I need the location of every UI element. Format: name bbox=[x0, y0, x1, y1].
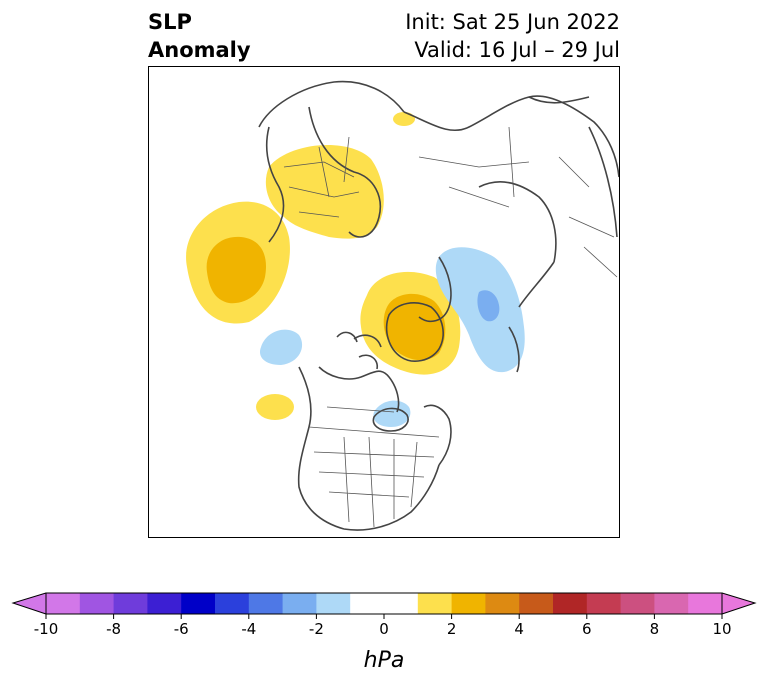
colorbar-bin bbox=[46, 593, 81, 614]
colorbar-tick-label: 6 bbox=[582, 620, 592, 638]
anomaly-greenland-high-inner bbox=[383, 293, 446, 361]
colorbar-bin bbox=[147, 593, 182, 614]
coast-kamchatka bbox=[508, 96, 618, 373]
colorbar-bins bbox=[46, 593, 723, 614]
colorbar-tick-label: 8 bbox=[650, 620, 660, 638]
coast-siberia bbox=[403, 95, 619, 308]
colorbar-tick-label: 4 bbox=[514, 620, 524, 638]
colorbar-tick-label: -6 bbox=[174, 620, 189, 638]
title-line-1: SLP bbox=[148, 10, 192, 34]
colorbar-tick-label: -4 bbox=[241, 620, 256, 638]
borders bbox=[283, 126, 618, 528]
colorbar-bin bbox=[688, 593, 723, 614]
colorbar-tick-label: -8 bbox=[106, 620, 121, 638]
coastlines bbox=[258, 80, 619, 531]
colorbar-bin bbox=[553, 593, 588, 614]
colorbar: -10 -8 -6 -4 -2 0 2 4 6 8 10 bbox=[11, 592, 757, 638]
anomaly-shading bbox=[186, 112, 525, 427]
colorbar-outline-low bbox=[11, 592, 47, 615]
border-europe bbox=[283, 136, 360, 218]
coast-north-america bbox=[297, 366, 452, 531]
anomaly-svalbard-high bbox=[393, 112, 415, 126]
colorbar-bin bbox=[79, 593, 115, 614]
anomaly-midatlantic-high bbox=[256, 394, 294, 420]
coast-arctic-archipelago bbox=[336, 331, 382, 370]
colorbar-bin bbox=[451, 593, 486, 614]
colorbar-outline-high bbox=[721, 592, 757, 615]
valid-date-range: Valid: 16 Jul – 29 Jul bbox=[414, 38, 620, 62]
title-line-2: Anomaly bbox=[148, 38, 251, 62]
init-date: Init: Sat 25 Jun 2022 bbox=[405, 10, 620, 34]
colorbar-bin bbox=[215, 593, 250, 614]
coast-greenland bbox=[385, 302, 444, 362]
coast-alaska bbox=[418, 256, 452, 323]
border-asia bbox=[418, 126, 618, 278]
colorbar-extend-high bbox=[722, 593, 755, 614]
coast-hudson-bay bbox=[372, 407, 409, 432]
anomaly-west-atlantic-low bbox=[259, 329, 303, 365]
coast-europe bbox=[258, 80, 405, 243]
colorbar-bin bbox=[350, 593, 419, 614]
colorbar-tick-label: 2 bbox=[447, 620, 457, 638]
map-title-right: Init: Sat 25 Jun 2022 Valid: 16 Jul – 29… bbox=[405, 8, 620, 64]
anomaly-europe-high bbox=[265, 145, 384, 239]
colorbar-bin bbox=[282, 593, 317, 614]
colorbar-tick-label: 10 bbox=[712, 620, 731, 638]
border-north-america bbox=[308, 406, 440, 528]
colorbar-bin bbox=[417, 593, 453, 614]
colorbar-bin bbox=[586, 593, 622, 614]
colorbar-bin bbox=[113, 593, 148, 614]
colorbar-tick-label: -2 bbox=[309, 620, 324, 638]
colorbar-bin bbox=[248, 593, 284, 614]
anomaly-hudson-low bbox=[373, 400, 411, 427]
anomaly-siberia-low-inner bbox=[477, 290, 500, 322]
map-title-left: SLP Anomaly bbox=[148, 8, 251, 64]
anomaly-map bbox=[148, 66, 620, 538]
colorbar-bin bbox=[654, 593, 689, 614]
anomaly-atlantic-high-inner bbox=[206, 236, 266, 304]
colorbar-bin bbox=[316, 593, 351, 614]
colorbar-unit-label: hPa bbox=[363, 648, 405, 673]
colorbar-bin bbox=[485, 593, 520, 614]
map-canvas bbox=[186, 80, 619, 531]
colorbar-extend-low bbox=[13, 593, 46, 614]
colorbar-tick-label: -10 bbox=[34, 620, 59, 638]
colorbar-bin bbox=[519, 593, 554, 614]
colorbar-ticks: -10 -8 -6 -4 -2 0 2 4 6 8 10 bbox=[34, 614, 732, 638]
colorbar-tick-label: 0 bbox=[379, 620, 389, 638]
colorbar-bin bbox=[181, 593, 216, 614]
colorbar-bin bbox=[620, 593, 655, 614]
